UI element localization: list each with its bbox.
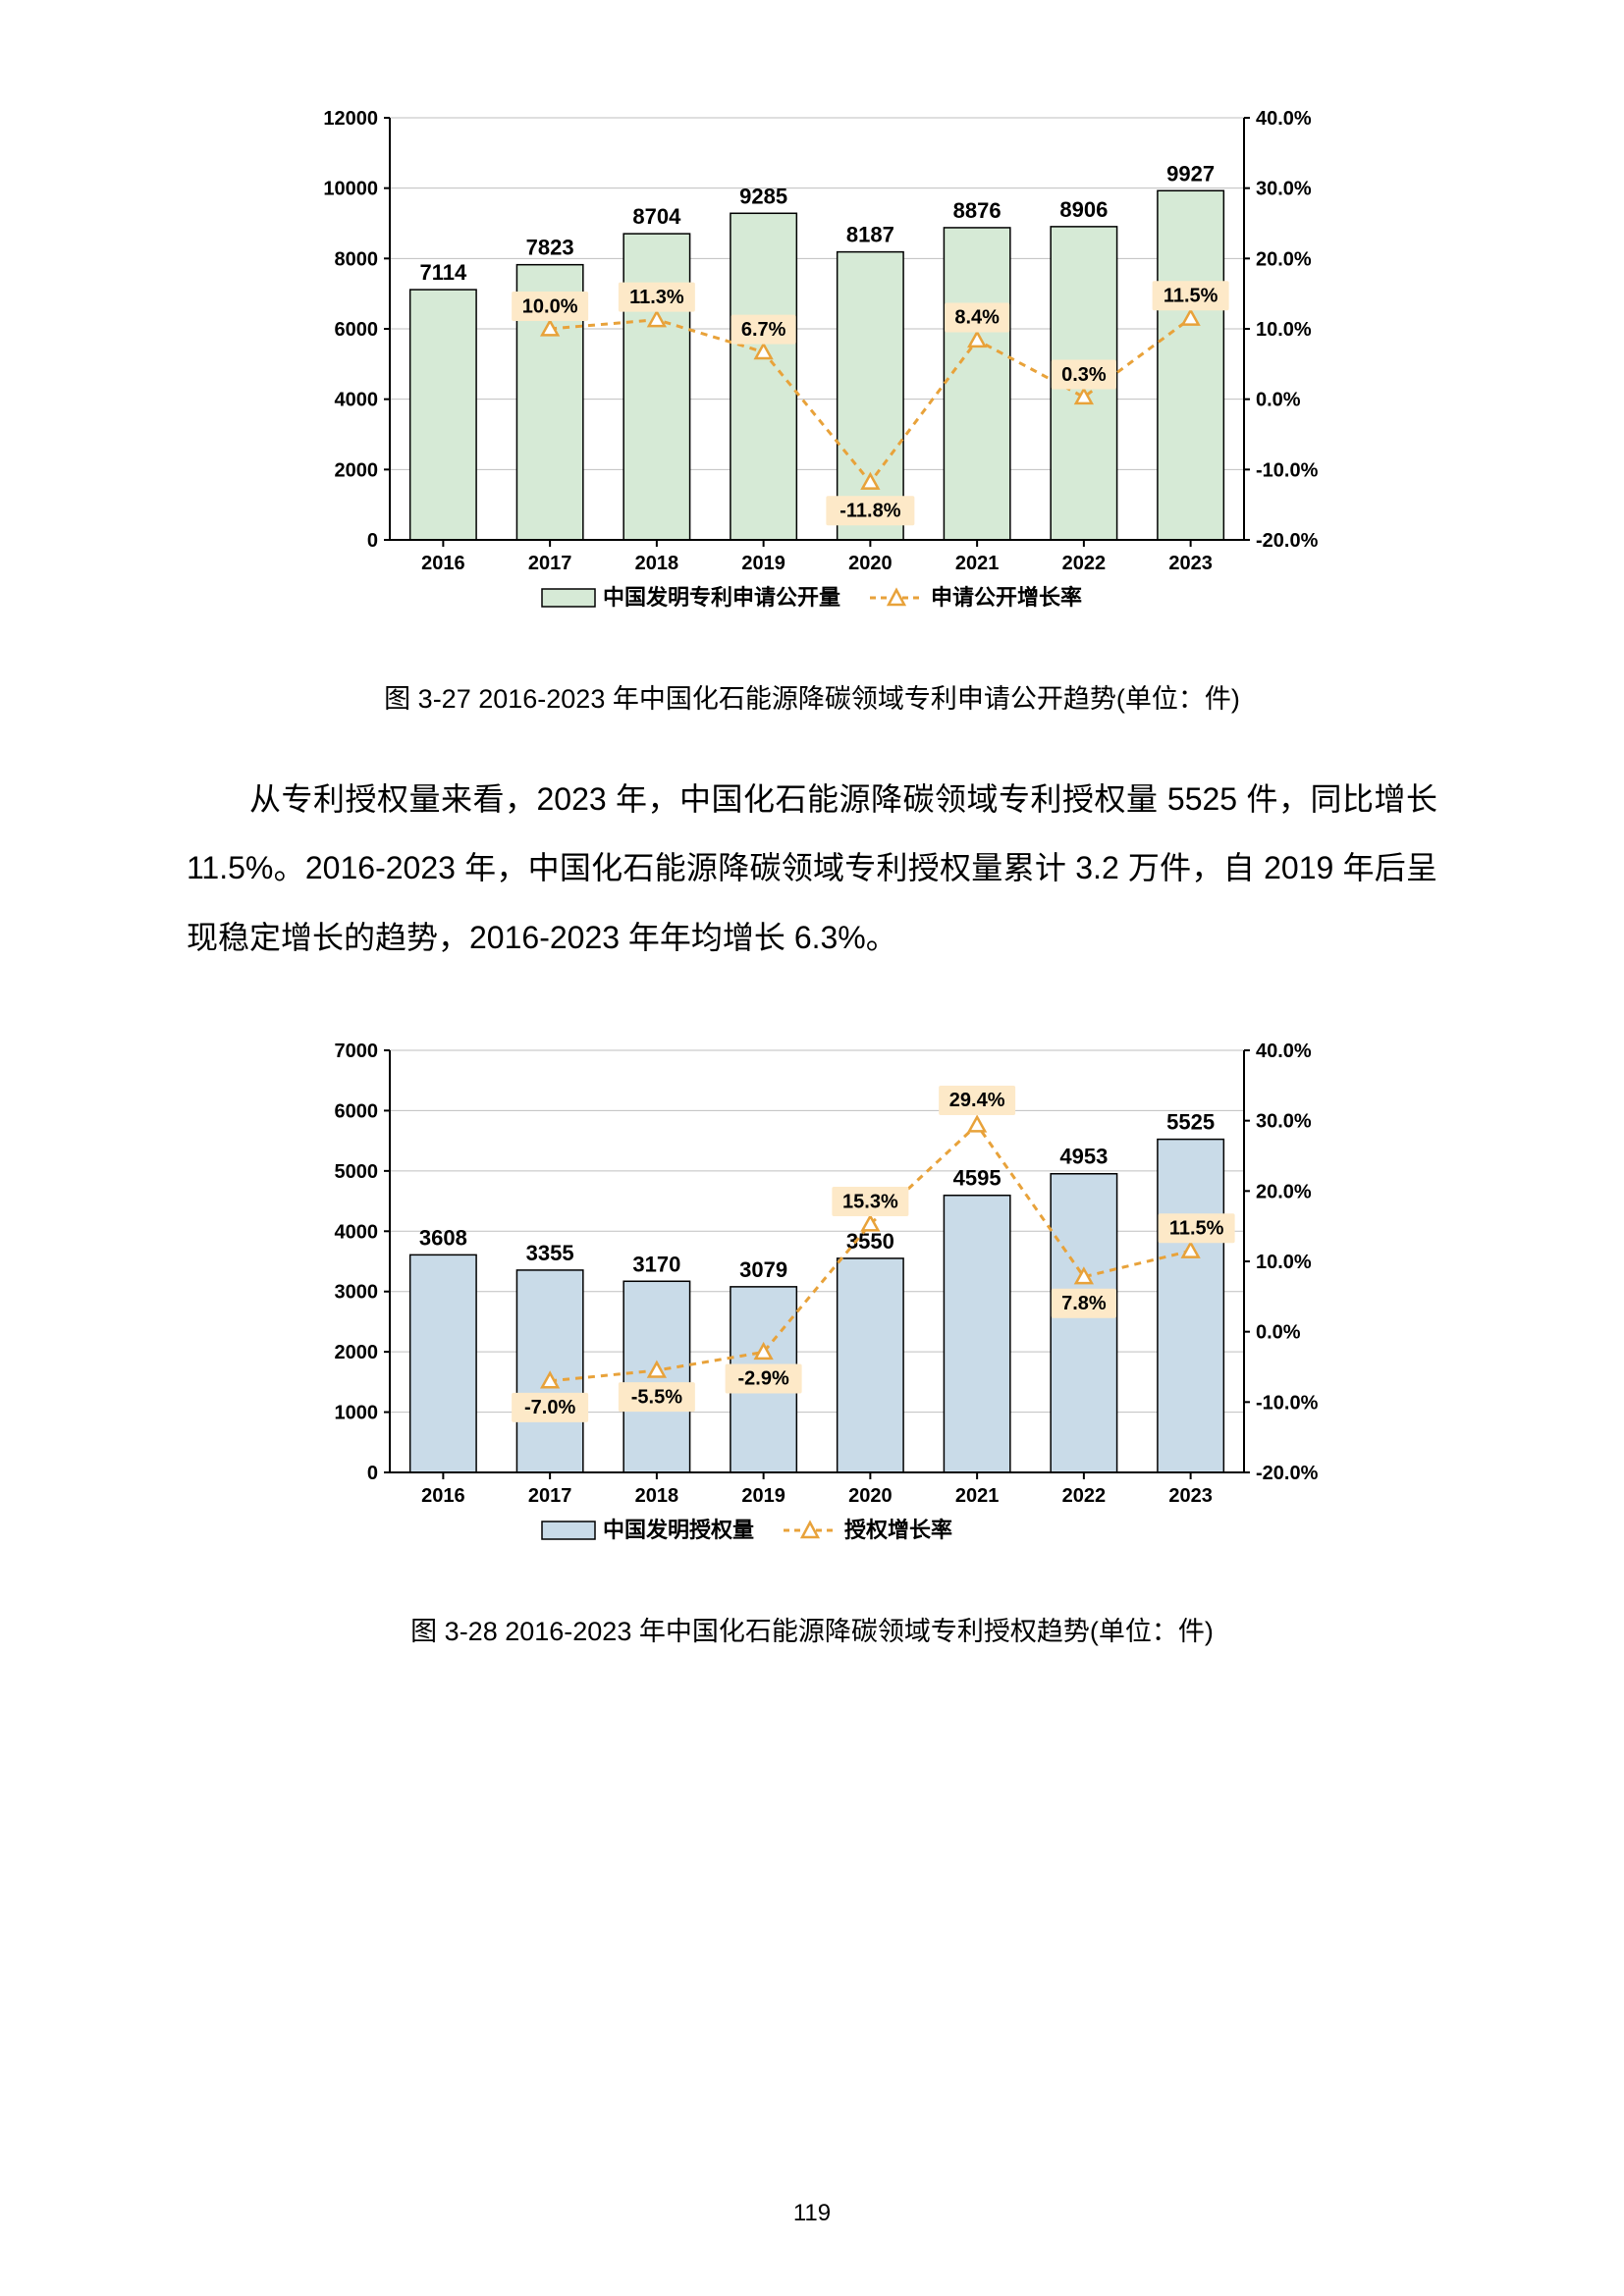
svg-text:2020: 2020: [848, 553, 893, 574]
svg-text:-11.8%: -11.8%: [839, 501, 900, 522]
svg-text:3170: 3170: [632, 1252, 680, 1276]
page-number: 119: [0, 2200, 1624, 2227]
svg-text:0.0%: 0.0%: [1256, 1322, 1301, 1344]
svg-text:8000: 8000: [335, 248, 379, 270]
svg-text:-10.0%: -10.0%: [1256, 459, 1319, 481]
svg-text:4953: 4953: [1059, 1145, 1108, 1169]
svg-text:2017: 2017: [528, 1485, 572, 1507]
svg-text:2016: 2016: [421, 553, 465, 574]
svg-text:12000: 12000: [323, 108, 378, 130]
svg-text:-2.9%: -2.9%: [738, 1368, 789, 1390]
svg-text:申请公开增长率: 申请公开增长率: [931, 585, 1082, 610]
svg-text:7114: 7114: [420, 260, 467, 285]
chart-3-28-svg: 0 1000 2000 3000 4000 5000 6000 7000 -20.0% -10.0…: [282, 1031, 1342, 1580]
svg-text:29.4%: 29.4%: [949, 1090, 1005, 1111]
svg-text:10000: 10000: [323, 179, 378, 200]
svg-text:授权增长率: 授权增长率: [844, 1518, 952, 1542]
svg-text:2020: 2020: [848, 1485, 893, 1507]
svg-text:10.0%: 10.0%: [522, 295, 578, 317]
svg-text:30.0%: 30.0%: [1256, 1111, 1312, 1133]
svg-text:中国发明专利申请公开量: 中国发明专利申请公开量: [603, 585, 840, 610]
svg-text:40.0%: 40.0%: [1256, 1041, 1312, 1062]
svg-text:20.0%: 20.0%: [1256, 1182, 1312, 1203]
svg-text:2021: 2021: [955, 1485, 1000, 1507]
svg-text:2019: 2019: [741, 553, 785, 574]
svg-text:11.5%: 11.5%: [1164, 286, 1218, 307]
svg-text:11.3%: 11.3%: [629, 287, 684, 308]
svg-text:-20.0%: -20.0%: [1256, 530, 1319, 552]
svg-text:3608: 3608: [419, 1226, 467, 1251]
svg-text:8876: 8876: [953, 198, 1001, 223]
svg-text:7000: 7000: [335, 1041, 379, 1062]
caption-3-28: 图 3-28 2016-2023 年中国化石能源降碳领域专利授权趋势(单位：件): [187, 1610, 1437, 1648]
svg-text:-10.0%: -10.0%: [1256, 1393, 1319, 1415]
svg-text:2000: 2000: [335, 459, 379, 481]
svg-text:5000: 5000: [335, 1161, 379, 1183]
svg-text:9285: 9285: [739, 184, 787, 208]
svg-text:4595: 4595: [953, 1166, 1001, 1191]
svg-text:3000: 3000: [335, 1282, 379, 1304]
svg-text:6000: 6000: [335, 1101, 379, 1123]
svg-text:中国发明授权量: 中国发明授权量: [603, 1518, 754, 1542]
svg-text:30.0%: 30.0%: [1256, 179, 1312, 200]
svg-text:7823: 7823: [526, 236, 574, 260]
svg-text:2018: 2018: [635, 1485, 679, 1507]
svg-text:0.3%: 0.3%: [1061, 364, 1107, 386]
svg-text:8906: 8906: [1059, 197, 1108, 222]
svg-text:6000: 6000: [335, 319, 379, 341]
svg-text:2016: 2016: [421, 1485, 465, 1507]
svg-text:8704: 8704: [632, 204, 681, 229]
svg-text:2000: 2000: [335, 1342, 379, 1363]
chart-3-28: 0 1000 2000 3000 4000 5000 6000 7000 -20.0% -10.0…: [187, 1031, 1437, 1580]
document-page: 020004000600080001000012000-20.0%-10.0%0…: [0, 0, 1624, 2296]
svg-text:10.0%: 10.0%: [1256, 319, 1312, 341]
svg-text:10.0%: 10.0%: [1256, 1252, 1312, 1273]
svg-text:2023: 2023: [1168, 553, 1213, 574]
svg-text:15.3%: 15.3%: [842, 1191, 898, 1212]
svg-text:2021: 2021: [955, 553, 1000, 574]
svg-text:11.5%: 11.5%: [1169, 1218, 1224, 1240]
svg-text:2022: 2022: [1062, 1485, 1107, 1507]
chart-3-27-svg: 0 2000 4000 6000 8000 10000 12000 -20.0% -10.0% 0…: [282, 98, 1342, 648]
svg-text:2019: 2019: [741, 1485, 785, 1507]
svg-text:2018: 2018: [635, 553, 679, 574]
svg-text:3079: 3079: [739, 1257, 787, 1282]
svg-text:2023: 2023: [1168, 1485, 1213, 1507]
svg-text:7.8%: 7.8%: [1061, 1293, 1107, 1314]
chart-3-27: 0 2000 4000 6000 8000 10000 12000 -20.0% -10.0% 0…: [187, 98, 1437, 648]
svg-text:2017: 2017: [528, 553, 572, 574]
svg-text:9927: 9927: [1166, 161, 1215, 186]
svg-text:40.0%: 40.0%: [1256, 108, 1312, 130]
svg-text:8187: 8187: [846, 223, 894, 247]
svg-text:2022: 2022: [1062, 553, 1107, 574]
svg-text:4000: 4000: [335, 1221, 379, 1243]
svg-text:20.0%: 20.0%: [1256, 248, 1312, 270]
svg-text:4000: 4000: [335, 390, 379, 411]
svg-text:8.4%: 8.4%: [954, 307, 1000, 329]
svg-text:5525: 5525: [1166, 1110, 1215, 1135]
svg-text:0: 0: [367, 1463, 378, 1484]
svg-text:-5.5%: -5.5%: [631, 1387, 682, 1409]
svg-text:1000: 1000: [335, 1403, 379, 1424]
svg-text:0.0%: 0.0%: [1256, 390, 1301, 411]
svg-text:3355: 3355: [526, 1241, 574, 1265]
svg-text:-20.0%: -20.0%: [1256, 1463, 1319, 1484]
svg-text:-7.0%: -7.0%: [524, 1397, 575, 1418]
svg-text:6.7%: 6.7%: [741, 319, 786, 341]
body-paragraph: 从专利授权量来看，2023 年，中国化石能源降碳领域专利授权量 5525 件，同…: [187, 765, 1437, 972]
caption-3-27: 图 3-27 2016-2023 年中国化石能源降碳领域专利申请公开趋势(单位：…: [187, 677, 1437, 716]
svg-text:0: 0: [367, 530, 378, 552]
svg-text:3550: 3550: [846, 1229, 894, 1254]
